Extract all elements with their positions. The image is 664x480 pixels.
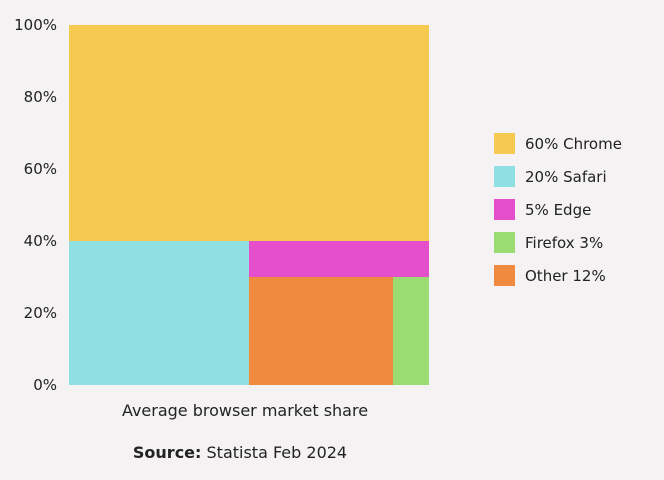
- source-note: Source: Statista Feb 2024: [133, 443, 347, 462]
- legend-label-other: Other 12%: [525, 267, 606, 285]
- legend-swatch-chrome: [494, 133, 515, 154]
- y-tick-label: 0%: [33, 376, 57, 394]
- cell-edge: [249, 241, 429, 277]
- legend-swatch-safari: [494, 166, 515, 187]
- y-tick-label: 60%: [24, 160, 57, 178]
- cell-safari: [69, 241, 249, 385]
- cell-chrome: [69, 25, 429, 241]
- legend-swatch-other: [494, 265, 515, 286]
- legend: 60% Chrome 20% Safari 5% Edge Firefox 3% Oth…: [494, 133, 622, 286]
- legend-label-firefox: Firefox 3%: [525, 234, 603, 252]
- y-tick-label: 40%: [24, 232, 57, 250]
- legend-label-edge: 5% Edge: [525, 201, 591, 219]
- treemap-cells: [69, 25, 429, 385]
- y-tick-label: 100%: [14, 16, 57, 34]
- source-text: Statista Feb 2024: [207, 443, 348, 462]
- legend-swatch-edge: [494, 199, 515, 220]
- legend-label-chrome: 60% Chrome: [525, 135, 622, 153]
- source-label: Source:: [133, 443, 202, 462]
- y-tick-label: 20%: [24, 304, 57, 322]
- legend-label-safari: 20% Safari: [525, 168, 607, 186]
- x-axis-label: Average browser market share: [122, 401, 368, 420]
- y-tick-label: 80%: [24, 88, 57, 106]
- legend-swatch-firefox: [494, 232, 515, 253]
- cell-other: [249, 277, 393, 385]
- cell-firefox: [393, 277, 429, 385]
- y-axis-ticks: 100% 80% 60% 40% 20% 0%: [14, 16, 57, 394]
